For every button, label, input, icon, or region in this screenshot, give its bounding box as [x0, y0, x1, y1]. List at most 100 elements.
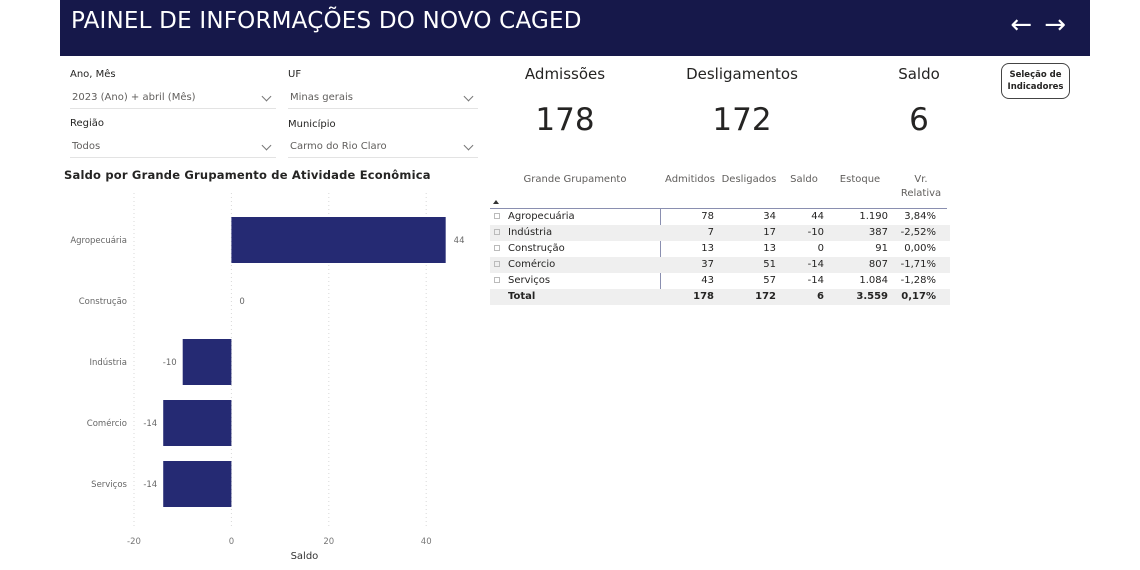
expand-icon[interactable] [494, 229, 500, 235]
table-row[interactable]: Indústria 7 17 -10 387 -2,52% [490, 225, 950, 241]
table-cell: 807 [868, 259, 888, 270]
selecao-indicadores-line1: Seleção de [1009, 70, 1062, 80]
col-header-desligados[interactable]: Desligados [721, 174, 777, 185]
table-cell: 57 [763, 275, 776, 286]
filter-label-regiao: Região [70, 118, 105, 129]
bar[interactable] [163, 400, 232, 446]
table-row[interactable]: Agropecuária 78 34 44 1.190 3,84% [490, 209, 950, 225]
table-header-divider [490, 208, 947, 209]
table-cell: 37 [701, 259, 714, 270]
col-header-admitidos[interactable]: Admitidos [665, 174, 715, 185]
table-cell: 1.190 [859, 211, 888, 222]
bar-value-label: -14 [143, 419, 157, 429]
table-row[interactable]: Construção 13 13 0 91 0,00% [490, 241, 950, 257]
row-label-servicos: Serviços [508, 275, 551, 286]
col-header-saldo[interactable]: Saldo [790, 174, 818, 185]
chevron-down-icon [463, 140, 474, 151]
table-cell: 6 [817, 291, 824, 302]
back-arrow-icon[interactable]: ← [1010, 10, 1032, 40]
filter-municipio-dropdown[interactable]: Carmo do Rio Claro [288, 137, 478, 158]
table-cell: 78 [701, 211, 714, 222]
table-cell: -14 [807, 275, 824, 286]
table-cell: -1,28% [900, 275, 936, 286]
bar[interactable] [163, 461, 232, 507]
kpi-saldo-label: Saldo [898, 65, 940, 83]
table-total-row: Total 178 172 6 3.559 0,17% [490, 289, 950, 305]
col-header-estoque[interactable]: Estoque [839, 174, 881, 185]
filter-municipio-value: Carmo do Rio Claro [290, 141, 387, 152]
filter-ano-mes-value: 2023 (Ano) + abril (Mês) [72, 92, 196, 103]
col-header-vr-line1: Vr. [914, 174, 928, 185]
kpi-saldo-value: 6 [909, 102, 929, 138]
col-header-vr-relativa[interactable]: Vr. Relativa [896, 173, 946, 201]
table-cell: -10 [807, 227, 824, 238]
expand-icon[interactable] [494, 213, 500, 219]
selecao-indicadores-line2: Indicadores [1007, 82, 1064, 92]
filter-uf-value: Minas gerais [290, 92, 353, 103]
row-label-industria: Indústria [508, 227, 553, 238]
table-cell: 34 [763, 211, 776, 222]
table-cell: 1.084 [859, 275, 888, 286]
table-cell: 0,00% [904, 243, 936, 254]
col-header-grupamento[interactable]: Grande Grupamento [523, 174, 627, 185]
filter-label-municipio: Município [288, 119, 336, 130]
kpi-admissoes-value: 178 [535, 102, 595, 138]
row-label-agropecuaria: Agropecuária [508, 211, 575, 222]
expand-icon[interactable] [494, 245, 500, 251]
chevron-down-icon [261, 91, 272, 102]
x-tick-label: 0 [229, 537, 234, 547]
selecao-indicadores-button[interactable]: Seleção de Indicadores [1001, 63, 1070, 99]
col-header-vr-line2: Relativa [900, 188, 942, 199]
category-label: Construção [79, 297, 127, 307]
table-cell: 44 [811, 211, 824, 222]
filter-label-uf: UF [288, 69, 302, 80]
table-cell: 51 [763, 259, 776, 270]
table-cell: 7 [707, 227, 714, 238]
x-tick-label: 40 [421, 537, 432, 547]
kpi-desligamentos-value: 172 [712, 102, 772, 138]
filter-regiao-dropdown[interactable]: Todos [70, 137, 276, 158]
table-row[interactable]: Comércio 37 51 -14 807 -1,71% [490, 257, 950, 273]
table-cell: -1,71% [900, 259, 936, 270]
category-label: Comércio [87, 418, 127, 429]
chevron-down-icon [463, 91, 474, 102]
category-label: Serviços [91, 480, 127, 490]
table-cell: 17 [763, 227, 776, 238]
filter-label-ano-mes: Ano, Mês [70, 69, 116, 80]
total-label: Total [508, 291, 536, 302]
page-title: PAINEL DE INFORMAÇÕES DO NOVO CAGED [71, 8, 582, 34]
category-label: Agropecuária [70, 236, 127, 246]
row-label-construcao: Construção [508, 243, 565, 254]
expand-icon[interactable] [494, 277, 500, 283]
table-cell: 387 [868, 227, 888, 238]
saldo-bar-chart: -20 0 20 40 44 Agropecuária 0 Construção -10 Indú… [70, 193, 465, 562]
table-cell: 13 [763, 243, 776, 254]
table-cell: -2,52% [900, 227, 936, 238]
kpi-desligamentos-label: Desligamentos [686, 65, 798, 83]
table-cell: 3.559 [856, 291, 888, 302]
row-label-comercio: Comércio [508, 259, 556, 270]
bar[interactable] [182, 339, 232, 385]
bar[interactable] [231, 217, 446, 263]
table-cell: 172 [755, 291, 776, 302]
x-tick-label: -20 [127, 537, 141, 547]
expand-icon[interactable] [494, 261, 500, 267]
table-cell: 0 [817, 243, 824, 254]
chart-title: Saldo por Grande Grupamento de Atividade… [64, 168, 431, 182]
table-cell: 13 [701, 243, 714, 254]
table-cell: 3,84% [904, 211, 936, 222]
table-cell: 0,17% [901, 291, 936, 302]
table-cell: -14 [807, 259, 824, 270]
category-label: Indústria [89, 358, 127, 368]
bar-value-label: -10 [163, 358, 177, 368]
chevron-down-icon [261, 140, 272, 151]
sort-up-icon[interactable] [493, 200, 499, 204]
table-cell: 43 [701, 275, 714, 286]
x-tick-label: 20 [323, 537, 334, 547]
forward-arrow-icon[interactable]: → [1044, 10, 1066, 40]
filter-uf-dropdown[interactable]: Minas gerais [288, 88, 478, 109]
header-bar: PAINEL DE INFORMAÇÕES DO NOVO CAGED ← → [60, 0, 1090, 56]
bar-value-label: 0 [239, 297, 244, 307]
filter-ano-mes-dropdown[interactable]: 2023 (Ano) + abril (Mês) [70, 88, 276, 109]
table-row[interactable]: Serviços 43 57 -14 1.084 -1,28% [490, 273, 950, 289]
